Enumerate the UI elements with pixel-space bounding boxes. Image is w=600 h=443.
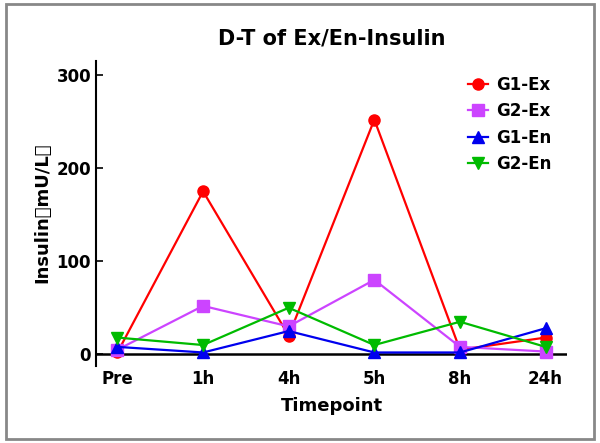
G2-Ex <box>457 344 464 350</box>
G1-En <box>542 326 549 331</box>
G1-Ex <box>114 350 121 355</box>
Line: G2-Ex: G2-Ex <box>112 274 551 357</box>
G1-En <box>114 344 121 350</box>
G1-Ex <box>285 333 292 338</box>
G1-Ex <box>371 117 378 122</box>
G2-Ex <box>285 324 292 329</box>
G2-En <box>457 319 464 324</box>
G1-Ex <box>199 189 206 194</box>
G1-En <box>457 350 464 355</box>
G2-Ex <box>114 347 121 352</box>
G2-En <box>285 305 292 311</box>
Line: G1-Ex: G1-Ex <box>112 114 551 358</box>
G1-En <box>371 350 378 355</box>
Title: D-T of Ex/En-Insulin: D-T of Ex/En-Insulin <box>218 28 445 48</box>
G1-Ex <box>542 335 549 340</box>
G2-En <box>371 342 378 348</box>
G2-En <box>542 344 549 350</box>
G1-En <box>199 350 206 355</box>
G2-Ex <box>199 303 206 309</box>
G2-Ex <box>542 349 549 354</box>
Y-axis label: Insulin（mU/L）: Insulin（mU/L） <box>33 143 51 284</box>
Legend: G1-Ex, G2-Ex, G1-En, G2-En: G1-Ex, G2-Ex, G1-En, G2-En <box>461 69 559 179</box>
Line: G1-En: G1-En <box>112 323 551 358</box>
Line: G2-En: G2-En <box>112 302 551 353</box>
G1-En <box>285 328 292 334</box>
X-axis label: Timepoint: Timepoint <box>280 397 383 415</box>
G2-En <box>199 342 206 348</box>
G2-En <box>114 335 121 340</box>
G1-Ex <box>457 347 464 352</box>
G2-Ex <box>371 277 378 283</box>
